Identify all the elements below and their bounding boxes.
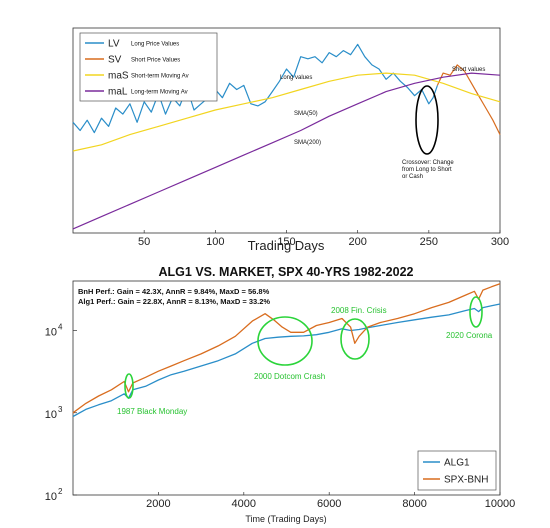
legend-label-mas: maS: [108, 71, 129, 82]
annotation-sma50: SMA(50): [294, 111, 318, 117]
series-line-mas: [72, 72, 501, 152]
chart2-title: ALG1 VS. MARKET, SPX 40-YRS 1982-2022: [159, 265, 414, 279]
chart1-xlabel: Trading Days: [248, 238, 325, 253]
chart2-xtick-label: 4000: [232, 498, 256, 510]
annotation-crossover: Crossover: Change from Long to Short or …: [402, 160, 455, 180]
legend-desc-lv: Long Price Values: [131, 42, 179, 48]
chart2-ytick-label: 10: [45, 491, 57, 503]
event-highlights: [124, 296, 483, 399]
chart1-xtick-label: 300: [491, 236, 509, 248]
chart2-ytick-exponent: 3: [58, 405, 63, 414]
chart2-ytick-label: 10: [45, 409, 57, 421]
series-line-spx-bnh: [72, 283, 501, 414]
annotation-2000-dotcom: 2000 Dotcom Crash: [254, 372, 325, 381]
fin-crisis-ellipse: [340, 318, 370, 360]
chart2-xtick-label: 8000: [402, 498, 426, 510]
chart1-xtick-label: 50: [138, 236, 150, 248]
annotation-sma200: SMA(200): [294, 140, 321, 146]
legend-label-mal: maL: [108, 87, 128, 98]
legend2-label-alg1: ALG1: [444, 458, 470, 469]
chart2-xtick-label: 10000: [485, 498, 516, 510]
series-line-lv: [72, 43, 438, 134]
annotation-2020-corona: 2020 Corona: [446, 331, 493, 340]
chart2-xtick-label: 2000: [146, 498, 170, 510]
annotation-2008-fin-crisis: 2008 Fin. Crisis: [331, 306, 387, 315]
legend-desc-mal: Long-term Moving Av: [131, 90, 188, 96]
chart2-xtick-label: 6000: [317, 498, 341, 510]
legend-desc-sv: Short Price Values: [131, 58, 180, 64]
chart1-xtick-label: 150: [277, 236, 295, 248]
legend-desc-mas: Short-term Moving Av: [131, 74, 189, 80]
black-monday-ellipse: [124, 373, 134, 399]
chart2-legend: ALG1 SPX-BNH: [417, 450, 497, 491]
chart2-ytick-exponent: 4: [58, 323, 63, 332]
annotation-short-values: Short values: [452, 67, 485, 73]
chart2-xlabel: Time (Trading Days): [245, 514, 326, 524]
annotation-1987-black-monday: 1987 Black Monday: [117, 407, 187, 416]
annotation-long-values: Long values: [280, 75, 312, 81]
legend-label-lv: LV: [108, 39, 120, 50]
corona-ellipse: [469, 296, 483, 328]
alg1-perf-text: Alg1 Perf.: Gain = 22.8X, AnnR = 8.13%, …: [78, 297, 270, 306]
chart1-xtick-label: 100: [206, 236, 224, 248]
dotcom-ellipse: [257, 316, 313, 366]
series-line-sv: [436, 64, 501, 135]
chart1-legend: LV Long Price Values SV Short Price Values m…: [79, 32, 218, 102]
legend2-label-spx-bnh: SPX-BNH: [444, 475, 488, 486]
legend-label-sv: SV: [108, 55, 122, 66]
crossover-ellipse: [415, 85, 439, 155]
chart1-xtick-label: 250: [420, 236, 438, 248]
series-line-mal: [72, 72, 501, 230]
chart2-ytick-exponent: 2: [58, 487, 63, 496]
chart1-xtick-label: 200: [348, 236, 366, 248]
bnh-perf-text: BnH Perf.: Gain = 42.3X, AnnR = 9.84%, M…: [78, 287, 270, 296]
chart2-ytick-label: 10: [45, 327, 57, 339]
